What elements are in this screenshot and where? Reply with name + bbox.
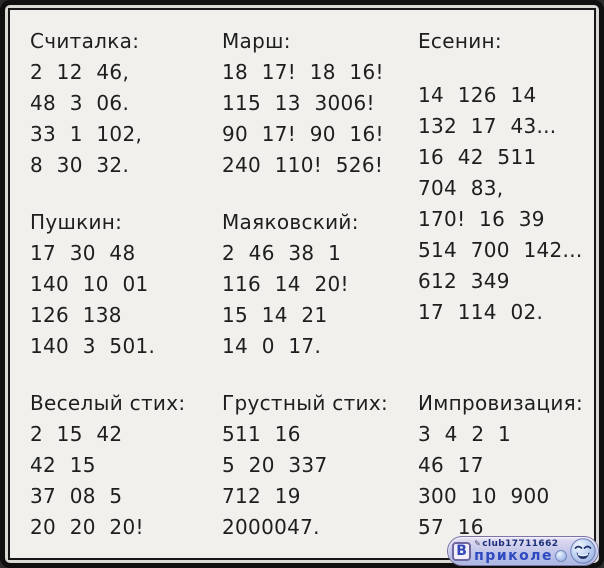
club-id: club17711662 bbox=[482, 539, 559, 549]
poem-line: 240 110! 526! bbox=[222, 153, 384, 177]
poem-title: Маяковский: bbox=[222, 210, 359, 234]
vk-logo-letter: В bbox=[452, 541, 472, 561]
poem-line: 2 12 46, bbox=[30, 60, 130, 84]
poem-line: 14 126 14 bbox=[418, 83, 537, 107]
poem-title: Импровизация: bbox=[418, 391, 584, 415]
poem-line: 2 15 42 bbox=[30, 422, 123, 446]
poem-block-schitalka: Считалка: 2 12 46, 48 3 06. 33 1 102, 8 … bbox=[30, 26, 222, 181]
club-id-row: ✎ club17711662 bbox=[474, 539, 567, 549]
poem-block-esenin: Есенин: 14 126 14 132 17 43... 16 42 511… bbox=[418, 26, 584, 362]
poem-line: 300 10 900 bbox=[418, 484, 550, 508]
poem-block-pushkin: Пушкин: 17 30 48 140 10 01 126 138 140 3… bbox=[30, 207, 222, 362]
poem-block-marsh: Марш: 18 17! 18 16! 115 13 3006! 90 17! … bbox=[222, 26, 418, 181]
poem-line: 14 0 17. bbox=[222, 334, 322, 358]
poem-line: 16 42 511 bbox=[418, 145, 537, 169]
poem-line: 18 17! 18 16! bbox=[222, 60, 384, 84]
watermark-label-row: приколе bbox=[474, 549, 567, 563]
watermark-label: приколе bbox=[474, 548, 553, 564]
poem-line: 48 3 06. bbox=[30, 91, 130, 115]
poem-line: 612 349 bbox=[418, 269, 510, 293]
poem-line: 140 10 01 bbox=[30, 272, 149, 296]
poems-grid: Считалка: 2 12 46, 48 3 06. 33 1 102, 8 … bbox=[30, 26, 584, 543]
poem-line: 3 4 2 1 bbox=[418, 422, 512, 446]
poem-line: 514 700 142... bbox=[418, 238, 583, 262]
poem-line: 15 14 21 bbox=[222, 303, 328, 327]
poem-line: 17 114 02. bbox=[418, 300, 544, 324]
poem-block-improvizacia: Импровизация: 3 4 2 1 46 17 300 10 900 5… bbox=[418, 388, 584, 543]
poem-title: Есенин: bbox=[418, 29, 502, 53]
poem-line: 20 20 20! bbox=[30, 515, 144, 539]
poem-line: 37 08 5 bbox=[30, 484, 123, 508]
poem-line: 140 3 501. bbox=[30, 334, 156, 358]
watermark-text: ✎ club17711662 приколе bbox=[474, 539, 567, 563]
poem-block-vesely-stih: Веселый стих: 2 15 42 42 15 37 08 5 20 2… bbox=[30, 388, 222, 543]
poem-line: 115 13 3006! bbox=[222, 91, 375, 115]
poem-title: Марш: bbox=[222, 29, 291, 53]
poem-line: 33 1 102, bbox=[30, 122, 143, 146]
poem-line: 90 17! 90 16! bbox=[222, 122, 384, 146]
poem-line: 2 46 38 1 bbox=[222, 241, 342, 265]
poem-title: Пушкин: bbox=[30, 210, 123, 234]
poem-block-mayakovsky: Маяковский: 2 46 38 1 116 14 20! 15 14 2… bbox=[222, 207, 418, 362]
poem-line: 704 83, bbox=[418, 176, 504, 200]
poem-line: 5 20 337 bbox=[222, 453, 328, 477]
poem-line: 42 15 bbox=[30, 453, 96, 477]
poem-line: 2000047. bbox=[222, 515, 320, 539]
poem-line: 46 17 bbox=[418, 453, 484, 477]
poem-line: 116 14 20! bbox=[222, 272, 349, 296]
photo-frame-mat: Считалка: 2 12 46, 48 3 06. 33 1 102, 8 … bbox=[5, 5, 599, 563]
poem-line: 57 16 bbox=[418, 515, 484, 539]
poem-title: Грустный стих: bbox=[222, 391, 389, 415]
photo-inner: Считалка: 2 12 46, 48 3 06. 33 1 102, 8 … bbox=[8, 8, 596, 560]
poem-title: Считалка: bbox=[30, 29, 140, 53]
smiley-icon bbox=[570, 538, 596, 564]
poem-line: 126 138 bbox=[30, 303, 122, 327]
poem-line: 17 30 48 bbox=[30, 241, 136, 265]
poem-line: 132 17 43... bbox=[418, 114, 557, 138]
vk-club-watermark: В ✎ club17711662 приколе bbox=[447, 536, 599, 566]
poem-line: 8 30 32. bbox=[30, 153, 130, 177]
pencil-icon: ✎ bbox=[474, 539, 482, 548]
poem-line: 511 16 bbox=[222, 422, 301, 446]
smiley-small-icon bbox=[555, 550, 567, 562]
poem-line: 170! 16 39 bbox=[418, 207, 545, 231]
poem-title: Веселый стих: bbox=[30, 391, 186, 415]
poem-block-grustny-stih: Грустный стих: 511 16 5 20 337 712 19 20… bbox=[222, 388, 418, 543]
poem-line: 712 19 bbox=[222, 484, 301, 508]
